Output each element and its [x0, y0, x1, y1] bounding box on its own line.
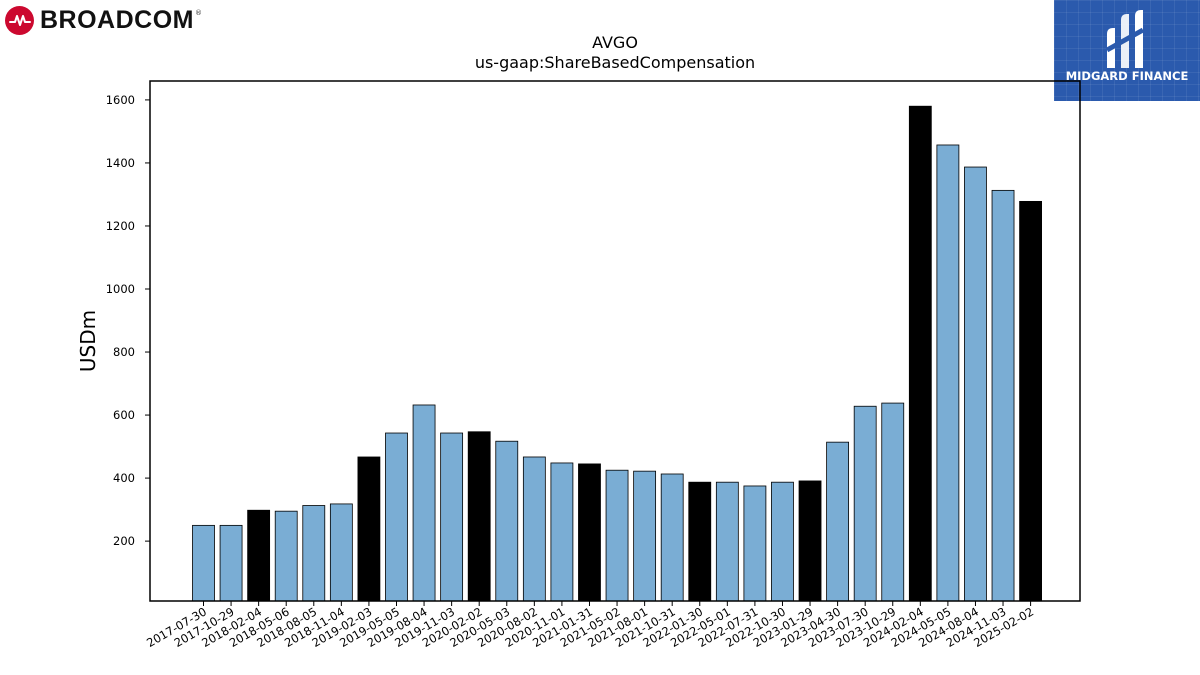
- bar-2023-10-29: [881, 402, 905, 602]
- midgard-mark-icon: [1105, 10, 1145, 68]
- bar-2019-08-04: [412, 404, 436, 602]
- bar-2019-02-03: [357, 456, 381, 602]
- bar-2023-01-29: [798, 480, 822, 602]
- bar-2024-11-03: [991, 189, 1015, 602]
- bar-2020-05-03: [495, 440, 519, 602]
- bar-2022-10-30: [771, 481, 794, 602]
- bar-2024-05-05: [936, 144, 960, 602]
- x-axis: 2017-07-302017-10-292018-02-042018-05-06…: [144, 601, 1036, 650]
- bar-2022-07-31: [743, 485, 767, 602]
- bar-2019-11-03: [440, 432, 464, 602]
- bar-2019-05-05: [385, 432, 408, 602]
- y-axis: 200 400 600 800 1000 1200 1400 1600: [106, 93, 150, 548]
- bar-2024-08-04: [964, 166, 987, 602]
- bar-2020-02-02: [467, 431, 491, 602]
- y-tick-label: 200: [113, 534, 135, 548]
- bar-2020-08-02: [522, 456, 546, 602]
- bars-group: [192, 105, 1042, 602]
- chart-title: AVGO: [592, 33, 638, 52]
- broadcom-logo: BROADCOM ®: [5, 5, 225, 35]
- bar-2018-08-05: [302, 505, 326, 602]
- bar-2017-10-29: [219, 524, 243, 602]
- broadcom-pulse-icon: [5, 5, 34, 35]
- bar-2017-07-30: [192, 524, 215, 602]
- bar-2021-05-02: [605, 469, 629, 602]
- y-tick-label: 1200: [106, 219, 135, 233]
- bar-2023-07-30: [853, 405, 877, 602]
- y-tick-label: 400: [113, 471, 135, 485]
- bar-2018-11-04: [329, 503, 353, 602]
- y-axis-label: USDm: [76, 310, 100, 372]
- bar-2020-11-01: [550, 462, 574, 602]
- broadcom-logo-text: BROADCOM: [40, 5, 194, 34]
- bar-2018-02-04: [247, 509, 271, 602]
- bar-2025-02-02: [1019, 200, 1042, 602]
- bar-2024-02-04: [908, 105, 932, 602]
- bar-2023-04-30: [826, 441, 850, 602]
- plot-frame: [149, 80, 1081, 602]
- bar-2018-05-06: [274, 510, 298, 602]
- bar-2022-01-30: [688, 481, 712, 602]
- y-tick-label: 800: [113, 345, 135, 359]
- chart-subtitle: us-gaap:ShareBasedCompensation: [475, 53, 755, 72]
- bar-2021-01-31: [578, 463, 601, 602]
- y-tick-label: 1600: [106, 93, 135, 107]
- bar-2021-10-31: [660, 473, 684, 602]
- y-tick-label: 1000: [106, 282, 135, 296]
- registered-mark: ®: [195, 9, 202, 17]
- bar-2021-08-01: [633, 470, 657, 602]
- y-tick-label: 600: [113, 408, 135, 422]
- midgard-logo-text: MIDGARD FINANCE: [1065, 69, 1189, 83]
- y-tick-label: 1400: [106, 156, 135, 170]
- midgard-finance-logo: MIDGARD FINANCE: [1054, 0, 1200, 101]
- bar-2022-05-01: [715, 481, 739, 602]
